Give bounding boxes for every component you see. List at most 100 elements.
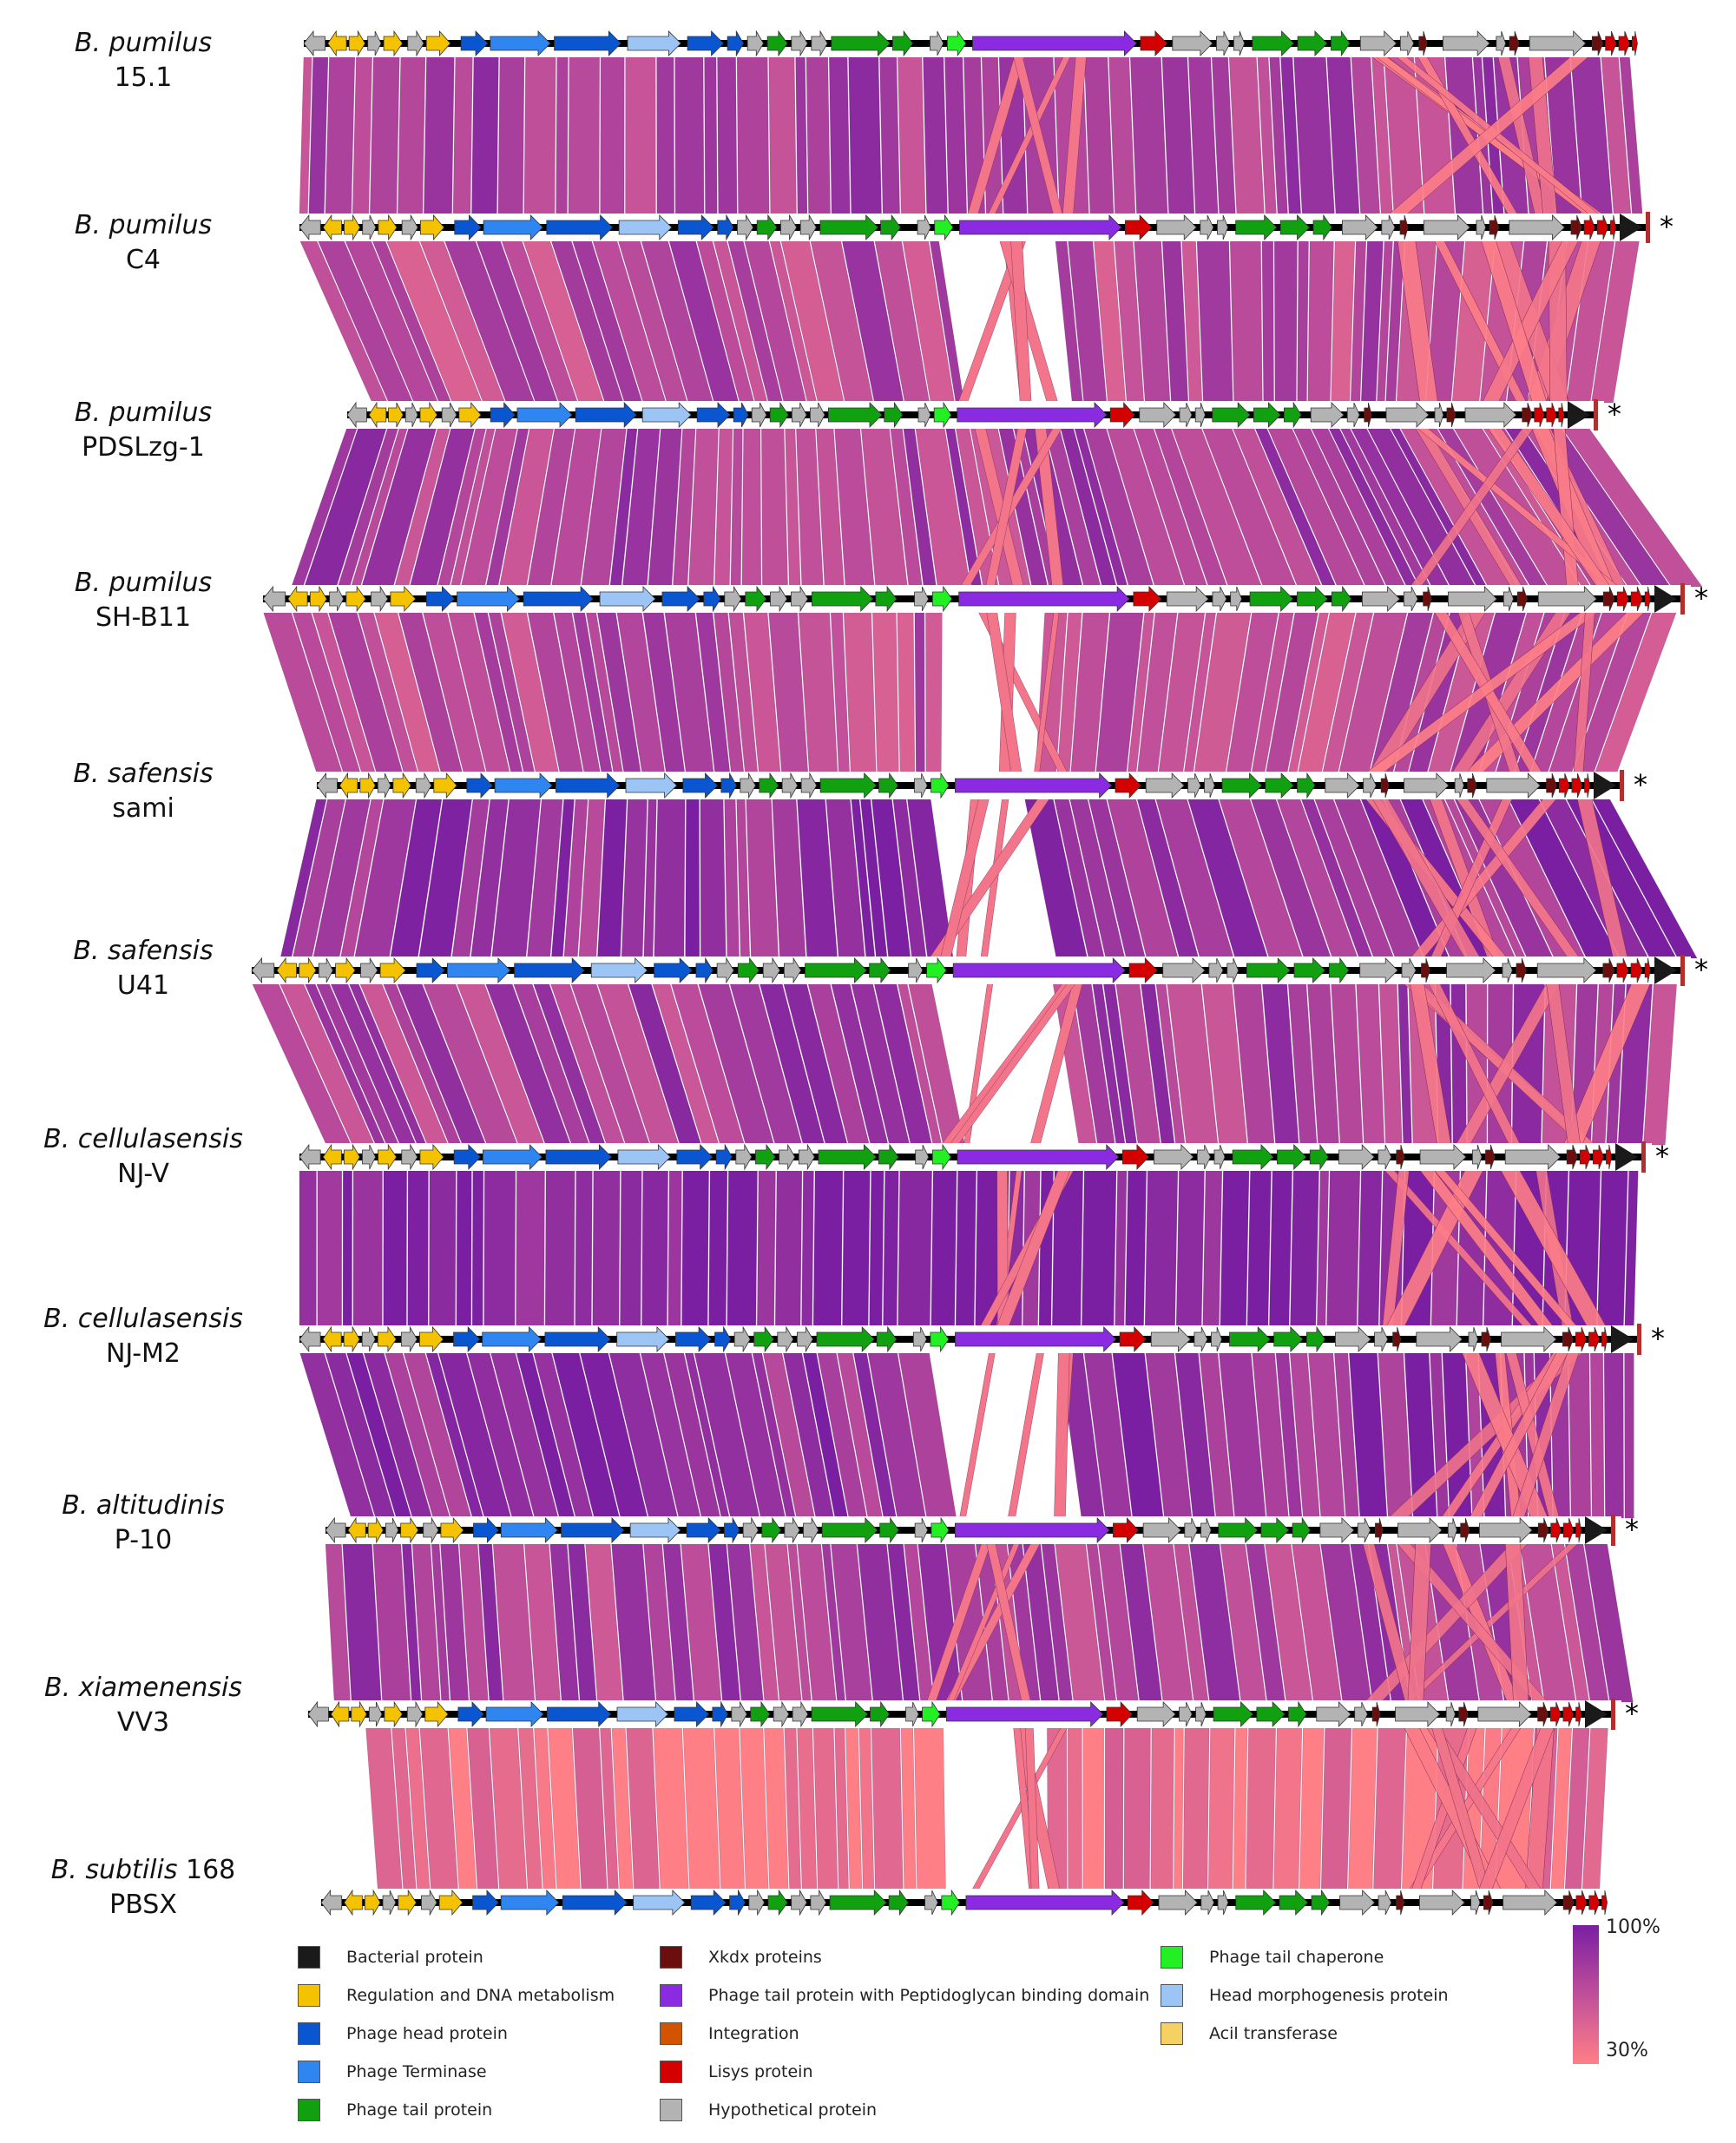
homology-link [656, 55, 674, 216]
gene-arrow [1448, 586, 1497, 612]
legend-label: Xkdx proteins [708, 1948, 822, 1967]
gene-arrow [309, 585, 327, 613]
gene-arrow [1319, 1517, 1355, 1543]
gene-arrow [930, 1325, 950, 1353]
homology-link [471, 1168, 484, 1328]
legend-swatch [1161, 2022, 1183, 2045]
gene-arrow [378, 214, 398, 241]
gene-arrow [1341, 214, 1378, 240]
gene-arrow [1230, 586, 1242, 612]
gene-arrow [1187, 772, 1201, 799]
gene-arrow [1537, 1701, 1549, 1727]
gene-arrow [371, 585, 389, 613]
gene-arrow [798, 1143, 815, 1171]
homology-link [923, 55, 948, 216]
gene-arrow [1644, 586, 1651, 612]
gene-arrow [1397, 1517, 1443, 1543]
gene-arrow [972, 30, 1137, 56]
gene-arrow [1179, 402, 1193, 428]
gene-arrow [933, 401, 952, 429]
gene-arrow [554, 30, 621, 56]
genome-track [314, 1889, 1613, 1916]
gene-arrow [1371, 1701, 1381, 1727]
gene-arrow [359, 772, 376, 799]
gene-arrow [703, 585, 721, 613]
homology-link [930, 1168, 957, 1328]
gene-arrow [1460, 1517, 1470, 1543]
homology-link [1208, 1726, 1235, 1891]
homology-link [1274, 239, 1298, 404]
gene-arrow [454, 214, 482, 240]
gene-arrow [1537, 1517, 1549, 1543]
gene-arrow [421, 1889, 437, 1916]
asterisk-mark: * [1608, 398, 1621, 431]
gene-arrow [447, 957, 511, 983]
legend-item: Integration [660, 2019, 799, 2048]
gene-arrow [1293, 957, 1326, 983]
genome-label: B. altitudinis P-10 [35, 1489, 252, 1558]
gene-arrow [1218, 1517, 1259, 1543]
gene-arrow [419, 1325, 444, 1353]
legend-swatch [298, 2022, 320, 2045]
genome-label: B. safensis U41 [35, 934, 252, 1003]
gene-arrow [1195, 1701, 1207, 1727]
gene-arrow [930, 30, 944, 56]
gene-arrow [561, 1517, 625, 1543]
gene-arrow [930, 1516, 950, 1544]
gene-arrow [1184, 1517, 1198, 1543]
gene-arrow [425, 30, 451, 57]
asterisk-mark: * [1694, 953, 1708, 986]
gene-arrow [724, 1516, 740, 1544]
genome-track [310, 770, 1630, 801]
gene-arrow [1583, 214, 1595, 240]
gene-arrow [1529, 30, 1587, 56]
gene-arrow [717, 214, 734, 241]
gene-arrow [714, 1325, 732, 1353]
gene-arrow [1212, 402, 1251, 428]
homology-link [342, 1168, 352, 1328]
strain-name: SH-B11 [95, 602, 192, 633]
gene-arrow [952, 957, 1126, 983]
gene-arrow [1279, 214, 1311, 240]
homology-link [620, 1168, 642, 1328]
homology-link [757, 1168, 776, 1328]
legend-label: Phage tail protein with Peptidoglycan bi… [708, 1986, 1150, 2005]
gene-arrow [1246, 957, 1291, 983]
gene-arrow [322, 1325, 342, 1353]
species-name: B. pumilus [74, 210, 213, 240]
genome-label: B. pumilus SH-B11 [35, 566, 252, 635]
gene-arrow [1385, 402, 1430, 428]
gene-arrow [914, 1517, 929, 1543]
gene-arrow [912, 1326, 927, 1352]
gene-arrow [818, 1144, 877, 1170]
gene-arrow [1443, 30, 1490, 56]
homology-link [667, 1168, 682, 1328]
gene-arrow [1139, 402, 1177, 428]
gene-arrow [729, 1889, 746, 1916]
gene-arrow [1575, 1326, 1587, 1352]
gene-arrow [346, 401, 367, 429]
legend-swatch [298, 1946, 320, 1969]
gene-arrow [251, 956, 275, 984]
gene-arrow [1496, 30, 1506, 56]
gene-arrow [344, 1889, 363, 1916]
gene-arrow [299, 956, 317, 984]
gene-arrow [1273, 1326, 1304, 1352]
gene-arrow [367, 30, 382, 56]
gene-arrow [1217, 1890, 1229, 1916]
homology-link [471, 55, 499, 216]
gene-arrow [1616, 586, 1629, 612]
bacterial-gene-arrow [1620, 214, 1642, 241]
gene-arrow [742, 1516, 759, 1544]
homology-link [1150, 1726, 1174, 1891]
gene-arrow [1503, 586, 1514, 612]
homology-link [299, 1168, 317, 1328]
gene-arrow [1279, 1890, 1309, 1916]
legend-swatch [660, 2061, 682, 2083]
gene-arrow [1502, 957, 1513, 983]
homology-link [704, 55, 718, 216]
gene-arrow [1423, 586, 1432, 612]
gene-arrow [957, 1144, 1120, 1170]
gene-arrow [1142, 1517, 1182, 1543]
